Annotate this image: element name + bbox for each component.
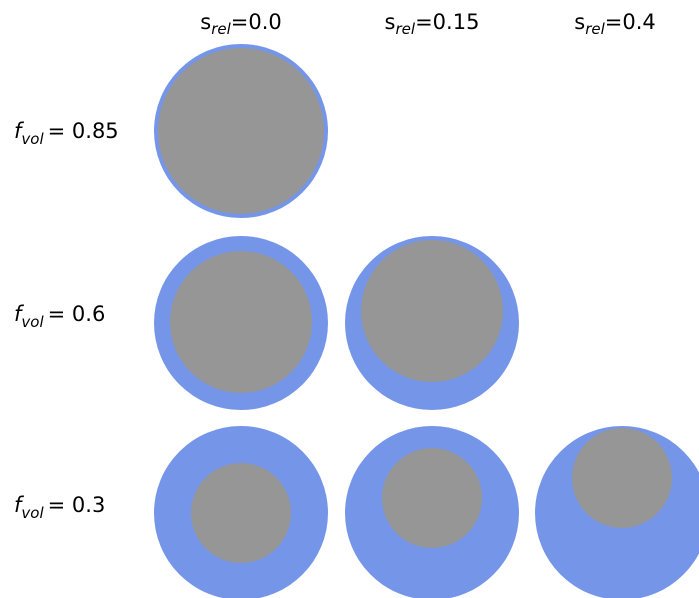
subscript: rel <box>585 20 605 38</box>
particle <box>154 426 328 598</box>
particle <box>154 236 328 410</box>
value: = 0.6 <box>48 302 106 326</box>
inner-circle <box>170 251 312 393</box>
subscript: vol <box>21 313 44 331</box>
symbol: s <box>385 10 396 34</box>
inner-circle <box>572 428 672 528</box>
particle <box>154 44 328 218</box>
symbol: s <box>574 10 585 34</box>
column-header: srel=0.4 <box>574 10 656 38</box>
row-label: fvol = 0.6 <box>14 302 105 331</box>
value: = 0.85 <box>48 119 119 143</box>
particle <box>345 236 519 410</box>
particle <box>535 426 699 598</box>
inner-circle <box>361 240 503 382</box>
inner-circle <box>382 448 482 548</box>
row-label: fvol = 0.85 <box>14 119 119 148</box>
subscript: rel <box>396 20 416 38</box>
value: =0.4 <box>605 10 656 34</box>
inner-circle <box>191 463 291 563</box>
subscript: vol <box>21 130 44 148</box>
value: =0.0 <box>231 10 282 34</box>
column-header: srel=0.0 <box>200 10 282 38</box>
symbol: s <box>200 10 211 34</box>
subscript: rel <box>211 20 231 38</box>
symbol: f <box>14 119 25 143</box>
row-label: fvol = 0.3 <box>14 493 105 522</box>
column-header: srel=0.15 <box>385 10 480 38</box>
value: =0.15 <box>415 10 479 34</box>
value: = 0.3 <box>48 493 106 517</box>
inner-circle <box>158 48 324 214</box>
symbol: f <box>14 302 25 326</box>
particle <box>345 426 519 598</box>
subscript: vol <box>21 504 44 522</box>
symbol: f <box>14 493 25 517</box>
